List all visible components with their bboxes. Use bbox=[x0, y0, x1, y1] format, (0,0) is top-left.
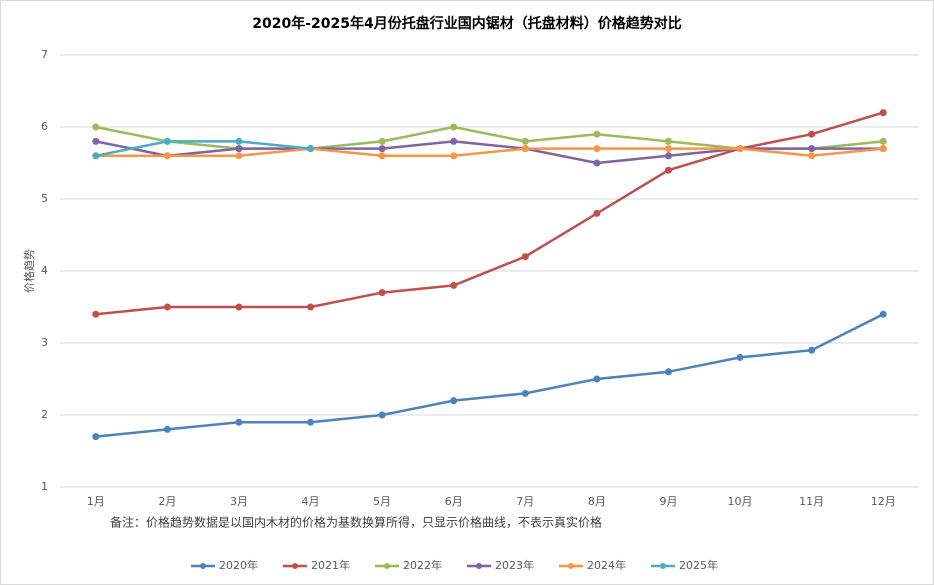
data-point bbox=[163, 152, 171, 160]
data-point bbox=[808, 346, 816, 354]
x-tick-label: 3月 bbox=[230, 495, 248, 508]
data-point bbox=[92, 123, 100, 131]
x-tick-label: 6月 bbox=[445, 495, 463, 508]
data-point bbox=[879, 145, 887, 153]
data-point bbox=[450, 397, 458, 405]
data-point bbox=[307, 303, 315, 311]
data-point bbox=[450, 281, 458, 289]
x-tick-label: 2月 bbox=[158, 495, 176, 508]
data-point bbox=[521, 145, 529, 153]
data-point bbox=[593, 209, 601, 217]
y-tick-label: 1 bbox=[41, 480, 48, 493]
x-tick-label: 12月 bbox=[871, 495, 896, 508]
data-point bbox=[450, 123, 458, 131]
y-tick-label: 7 bbox=[41, 48, 48, 61]
chart-title: 2020年-2025年4月份托盘行业国内锯材（托盘材料）价格趋势对比 bbox=[252, 15, 681, 32]
data-point bbox=[736, 145, 744, 153]
y-tick-label: 6 bbox=[41, 120, 48, 133]
legend-marker bbox=[476, 563, 482, 569]
data-point bbox=[92, 137, 100, 145]
data-point bbox=[593, 375, 601, 383]
x-tick-label: 11月 bbox=[799, 495, 824, 508]
data-point bbox=[235, 137, 243, 145]
x-tick-label: 7月 bbox=[516, 495, 534, 508]
x-tick-label: 5月 bbox=[373, 495, 391, 508]
data-point bbox=[163, 137, 171, 145]
legend-label: 2020年 bbox=[219, 558, 258, 572]
data-point bbox=[808, 130, 816, 138]
series-line bbox=[95, 111, 884, 316]
data-point bbox=[736, 353, 744, 361]
data-point bbox=[879, 137, 887, 145]
y-tick-label: 2 bbox=[41, 408, 48, 421]
data-point bbox=[521, 137, 529, 145]
data-point bbox=[879, 310, 887, 318]
data-point bbox=[593, 145, 601, 153]
data-point bbox=[450, 137, 458, 145]
legend-marker bbox=[568, 563, 574, 569]
y-tick-label: 5 bbox=[41, 192, 48, 205]
data-point bbox=[378, 411, 386, 419]
data-point bbox=[808, 152, 816, 160]
data-point bbox=[163, 303, 171, 311]
data-point bbox=[378, 152, 386, 160]
data-point bbox=[235, 303, 243, 311]
data-point bbox=[307, 145, 315, 153]
data-point bbox=[235, 418, 243, 426]
x-tick-label: 8月 bbox=[588, 495, 606, 508]
series-line bbox=[95, 147, 884, 158]
data-point bbox=[664, 145, 672, 153]
y-tick-label: 4 bbox=[41, 264, 48, 277]
data-point bbox=[235, 152, 243, 160]
data-point bbox=[92, 433, 100, 441]
legend-label: 2022年 bbox=[403, 558, 442, 572]
x-tick-label: 10月 bbox=[728, 495, 753, 508]
series-line bbox=[95, 313, 884, 438]
data-point bbox=[450, 152, 458, 160]
y-tick-label: 3 bbox=[41, 336, 48, 349]
data-point bbox=[664, 368, 672, 376]
legend-label: 2024年 bbox=[587, 558, 626, 572]
y-axis-label: 价格趋势 bbox=[22, 249, 36, 293]
data-point bbox=[521, 253, 529, 261]
legend-label: 2021年 bbox=[311, 558, 350, 572]
series-line bbox=[95, 140, 311, 158]
data-point bbox=[664, 166, 672, 174]
data-point bbox=[307, 418, 315, 426]
data-point bbox=[521, 389, 529, 397]
data-point bbox=[664, 152, 672, 160]
data-point bbox=[664, 137, 672, 145]
data-point bbox=[163, 425, 171, 433]
data-point bbox=[378, 145, 386, 153]
data-point bbox=[593, 159, 601, 167]
legend-marker bbox=[292, 563, 298, 569]
data-point bbox=[378, 289, 386, 297]
data-point bbox=[92, 152, 100, 160]
legend-label: 2023年 bbox=[495, 558, 534, 572]
data-point bbox=[378, 137, 386, 145]
legend-marker bbox=[660, 563, 666, 569]
legend-marker bbox=[384, 563, 390, 569]
x-tick-label: 9月 bbox=[659, 495, 677, 508]
x-tick-label: 1月 bbox=[87, 495, 105, 508]
x-tick-label: 4月 bbox=[302, 495, 320, 508]
data-point bbox=[593, 130, 601, 138]
legend-marker bbox=[200, 563, 206, 569]
data-point bbox=[235, 145, 243, 153]
data-point bbox=[92, 310, 100, 318]
legend-label: 2025年 bbox=[679, 558, 718, 572]
note: 备注：价格趋势数据是以国内木材的价格为基数换算所得，只显示价格曲线，不表示真实价… bbox=[110, 515, 602, 530]
data-point bbox=[808, 145, 816, 153]
data-point bbox=[879, 109, 887, 117]
